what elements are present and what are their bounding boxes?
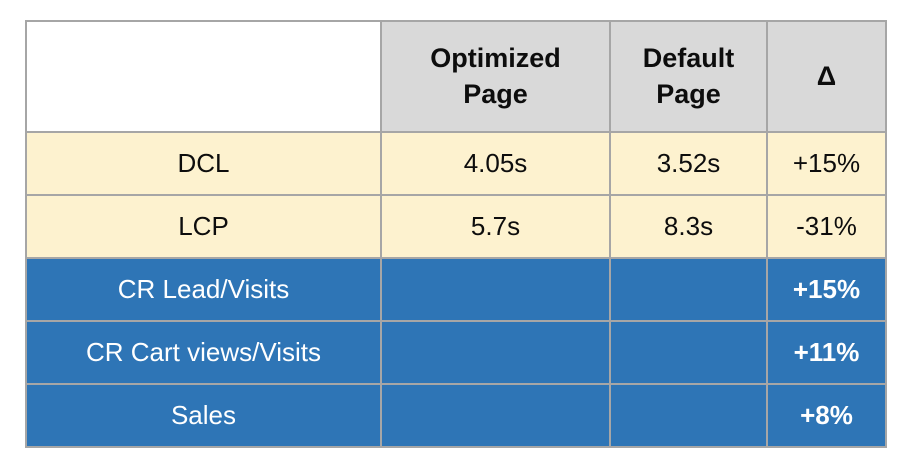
row-label-sales: Sales <box>25 383 382 448</box>
row-label-lcp: LCP <box>25 194 382 259</box>
cell-sales-default <box>609 383 768 448</box>
comparison-table: Optimized Page Default Page Δ DCL 4.05s … <box>25 20 887 448</box>
cell-cr-lead-optimized <box>380 257 611 322</box>
cell-sales-optimized <box>380 383 611 448</box>
column-header-delta: Δ <box>766 20 887 133</box>
cell-dcl-delta: +15% <box>766 131 887 196</box>
cell-lcp-default: 8.3s <box>609 194 768 259</box>
cell-cr-lead-delta: +15% <box>766 257 887 322</box>
column-header-default-page: Default Page <box>609 20 768 133</box>
corner-cell <box>25 20 382 133</box>
row-label-dcl: DCL <box>25 131 382 196</box>
cell-cr-cart-default <box>609 320 768 385</box>
table-header-row: Optimized Page Default Page Δ <box>25 20 887 133</box>
table-row-cr-lead-visits: CR Lead/Visits +15% <box>25 257 887 322</box>
table-row-cr-cart-views-visits: CR Cart views/Visits +11% <box>25 320 887 385</box>
row-label-cr-cart-views-visits: CR Cart views/Visits <box>25 320 382 385</box>
row-label-cr-lead-visits: CR Lead/Visits <box>25 257 382 322</box>
table-row-sales: Sales +8% <box>25 383 887 448</box>
metrics-comparison-table: Optimized Page Default Page Δ DCL 4.05s … <box>25 20 887 448</box>
cell-cr-lead-default <box>609 257 768 322</box>
cell-cr-cart-optimized <box>380 320 611 385</box>
cell-dcl-default: 3.52s <box>609 131 768 196</box>
cell-cr-cart-delta: +11% <box>766 320 887 385</box>
cell-dcl-optimized: 4.05s <box>380 131 611 196</box>
table-row-lcp: LCP 5.7s 8.3s -31% <box>25 194 887 259</box>
cell-lcp-delta: -31% <box>766 194 887 259</box>
cell-sales-delta: +8% <box>766 383 887 448</box>
table-row-dcl: DCL 4.05s 3.52s +15% <box>25 131 887 196</box>
column-header-optimized-page: Optimized Page <box>380 20 611 133</box>
cell-lcp-optimized: 5.7s <box>380 194 611 259</box>
